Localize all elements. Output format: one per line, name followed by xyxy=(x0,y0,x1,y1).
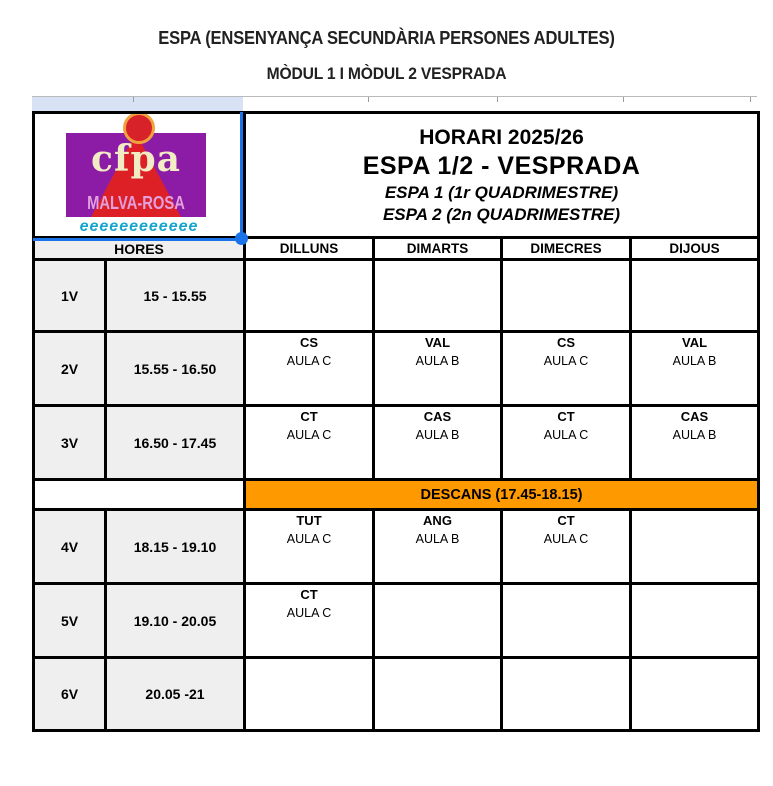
break-row: DESCANS (17.45-18.15) xyxy=(32,478,761,511)
slot-room: AULA B xyxy=(415,532,460,546)
logo-background: cfpa MALVA-ROSA xyxy=(66,133,206,217)
slot-cell[interactable]: CAS AULA B xyxy=(628,404,761,481)
slot-subject: VAL xyxy=(681,335,708,350)
slot-room: AULA B xyxy=(672,428,717,442)
slot-subject: CAS xyxy=(680,409,709,424)
gridline-tick xyxy=(133,97,134,102)
slot-cell[interactable]: TUT AULA C xyxy=(243,508,375,585)
gridline-tick xyxy=(750,97,751,102)
column-header-dimarts[interactable]: DIMARTS xyxy=(372,236,503,261)
table-row: 2V 15.55 - 16.50 CS AULA C VAL AULA B CS AU… xyxy=(32,330,761,407)
slot-cell[interactable] xyxy=(500,258,632,333)
period-time[interactable]: 15.55 - 16.50 xyxy=(104,330,246,407)
slot-cell[interactable] xyxy=(628,508,761,585)
logo-acronym: cfpa xyxy=(91,138,181,180)
image-selection-handle[interactable] xyxy=(235,232,248,245)
period-label[interactable]: 6V xyxy=(32,656,107,732)
schedule-title: HORARI 2025/26 xyxy=(419,126,584,149)
table-row: 1V 15 - 15.55 xyxy=(32,258,761,333)
period-label[interactable]: 5V xyxy=(32,582,107,659)
slot-subject: ANG xyxy=(423,513,452,528)
slot-room: AULA B xyxy=(415,354,460,368)
image-selection-border-right xyxy=(240,112,243,239)
sheet-gridline-strip xyxy=(32,96,757,112)
table-row: 5V 19.10 - 20.05 CT AULA C xyxy=(32,582,761,659)
period-time[interactable]: 15 - 15.55 xyxy=(104,258,246,333)
slot-cell[interactable]: CS AULA C xyxy=(500,330,632,407)
logo-triangle-icon xyxy=(91,133,181,217)
slot-subject: TUT xyxy=(296,513,322,528)
gridline-tick xyxy=(368,97,369,102)
slot-room: AULA B xyxy=(672,354,717,368)
column-header-dimecres[interactable]: DIMECRES xyxy=(500,236,632,261)
slot-cell[interactable]: CT AULA C xyxy=(500,404,632,481)
slot-cell[interactable] xyxy=(500,582,632,659)
column-header-dilluns[interactable]: DILLUNS xyxy=(243,236,375,261)
break-cell[interactable]: DESCANS (17.45-18.15) xyxy=(242,478,761,511)
break-empty-cell xyxy=(32,478,246,511)
slot-room: AULA C xyxy=(543,428,589,442)
table-row: 3V 16.50 - 17.45 CT AULA C CAS AULA B CT AU… xyxy=(32,404,761,481)
period-label[interactable]: 1V xyxy=(32,258,107,333)
period-label[interactable]: 2V xyxy=(32,330,107,407)
schedule-term-1: ESPA 1 (1r QUADRIMESTRE) xyxy=(384,183,619,202)
period-time[interactable]: 18.15 - 19.10 xyxy=(104,508,246,585)
schedule-header-cell[interactable]: HORARI 2025/26 ESPA 1/2 - VESPRADA ESPA … xyxy=(242,111,761,239)
gridline-tick xyxy=(497,97,498,102)
logo-cell: cfpa MALVA-ROSA eeeeeeeeeeee xyxy=(32,111,246,239)
logo-sun-icon xyxy=(123,115,155,144)
period-label[interactable]: 4V xyxy=(32,508,107,585)
slot-cell[interactable]: CT AULA C xyxy=(243,404,375,481)
image-selection-border-bottom xyxy=(33,238,242,241)
slot-cell[interactable] xyxy=(500,656,632,732)
slot-subject: VAL xyxy=(424,335,451,350)
slot-cell[interactable]: ANG AULA B xyxy=(372,508,503,585)
table-row: 4V 18.15 - 19.10 TUT AULA C ANG AULA B CT A… xyxy=(32,508,761,585)
sheet-column-highlight xyxy=(32,97,243,112)
slot-cell[interactable] xyxy=(628,656,761,732)
slot-cell[interactable] xyxy=(628,258,761,333)
period-time[interactable]: 19.10 - 20.05 xyxy=(104,582,246,659)
slot-subject: CS xyxy=(299,335,319,350)
slot-room: AULA C xyxy=(543,532,589,546)
slot-cell[interactable] xyxy=(372,582,503,659)
slot-subject: CAS xyxy=(423,409,452,424)
slot-subject: CT xyxy=(300,587,318,602)
slot-subject: CS xyxy=(556,335,576,350)
period-time[interactable]: 16.50 - 17.45 xyxy=(104,404,246,481)
logo-waves-icon: eeeeeeeeeeee xyxy=(79,218,199,235)
slot-cell[interactable] xyxy=(243,656,375,732)
schedule-subtitle: ESPA 1/2 - VESPRADA xyxy=(362,152,641,180)
slot-cell[interactable] xyxy=(372,258,503,333)
column-header-dijous[interactable]: DIJOUS xyxy=(628,236,761,261)
slot-cell[interactable]: VAL AULA B xyxy=(372,330,503,407)
period-time[interactable]: 20.05 -21 xyxy=(104,656,246,732)
page-subtitle: MÒDUL 1 I MÒDUL 2 VESPRADA xyxy=(266,64,507,83)
logo-school-name: MALVA-ROSA xyxy=(87,193,185,213)
schedule-term-2: ESPA 2 (2n QUADRIMESTRE) xyxy=(382,205,621,224)
slot-cell[interactable] xyxy=(628,582,761,659)
document-titles: ESPA (ENSENYANÇA SECUNDÀRIA PERSONES ADU… xyxy=(0,0,773,84)
table-row: 6V 20.05 -21 xyxy=(32,656,761,732)
slot-subject: CT xyxy=(557,409,575,424)
slot-subject: CT xyxy=(300,409,318,424)
slot-cell[interactable]: CS AULA C xyxy=(243,330,375,407)
slot-cell[interactable] xyxy=(372,656,503,732)
period-label[interactable]: 3V xyxy=(32,404,107,481)
gridline-tick xyxy=(623,97,624,102)
slot-subject: CT xyxy=(557,513,575,528)
slot-room: AULA C xyxy=(286,606,332,620)
slot-room: AULA C xyxy=(286,354,332,368)
page-title: ESPA (ENSENYANÇA SECUNDÀRIA PERSONES ADU… xyxy=(158,28,615,48)
slot-cell[interactable]: CT AULA C xyxy=(500,508,632,585)
slot-cell[interactable] xyxy=(243,258,375,333)
slot-cell[interactable]: VAL AULA B xyxy=(628,330,761,407)
schedule-table: cfpa MALVA-ROSA eeeeeeeeeeee HORARI 2025… xyxy=(32,111,761,732)
slot-cell[interactable]: CAS AULA B xyxy=(372,404,503,481)
slot-room: AULA B xyxy=(415,428,460,442)
slot-room: AULA C xyxy=(286,532,332,546)
slot-room: AULA C xyxy=(543,354,589,368)
slot-cell[interactable]: CT AULA C xyxy=(243,582,375,659)
slot-room: AULA C xyxy=(286,428,332,442)
